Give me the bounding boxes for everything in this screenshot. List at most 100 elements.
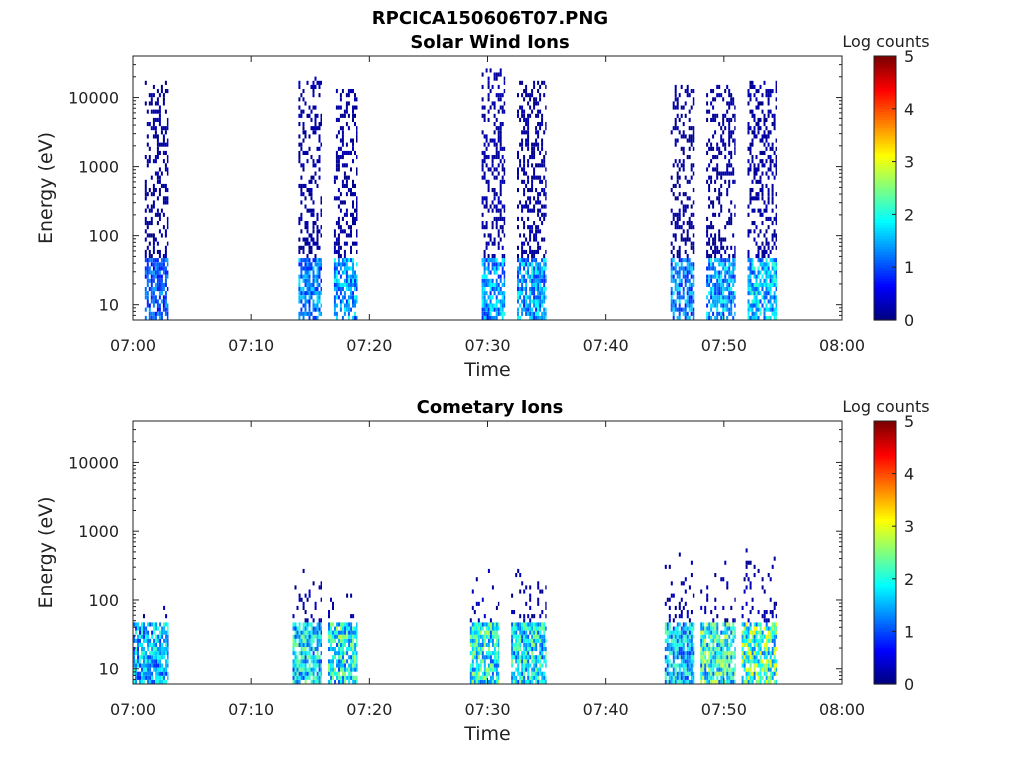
heatmap-cell [469, 675, 472, 680]
heatmap-cell [150, 93, 153, 98]
heatmap-cell [487, 109, 490, 114]
heatmap-cell [539, 216, 542, 221]
heatmap-cell [298, 295, 301, 300]
colorbar-segment [874, 612, 896, 617]
heatmap-cell [292, 679, 295, 684]
heatmap-cell [529, 626, 532, 631]
heatmap-cell [493, 167, 496, 172]
heatmap-cell [150, 315, 153, 320]
heatmap-cell [157, 655, 160, 660]
heatmap-cell [763, 671, 766, 676]
heatmap-cell [684, 101, 687, 106]
heatmap-cell [146, 262, 149, 267]
heatmap-cell [734, 278, 736, 283]
heatmap-cell [537, 299, 540, 304]
heatmap-cell [728, 126, 731, 131]
heatmap-cell [545, 626, 547, 631]
heatmap-cell [312, 651, 315, 656]
heatmap-cell [336, 671, 338, 676]
heatmap-cell [316, 651, 319, 656]
heatmap-cell [493, 655, 496, 660]
heatmap-cell [537, 638, 540, 643]
heatmap-cell [149, 622, 152, 627]
heatmap-cell [519, 626, 522, 631]
heatmap-cell [533, 655, 536, 660]
heatmap-cell [716, 167, 719, 172]
heatmap-cell [356, 262, 358, 267]
heatmap-cell [342, 675, 344, 680]
colorbar-segment [874, 499, 896, 504]
heatmap-cell [763, 113, 766, 118]
heatmap-cell [320, 117, 322, 122]
heatmap-cell [521, 216, 524, 221]
heatmap-cell [320, 581, 322, 586]
heatmap-cell [163, 626, 166, 631]
heatmap-cell [318, 126, 321, 131]
heatmap-cell [487, 266, 490, 271]
heatmap-cell [152, 295, 155, 300]
heatmap-cell [676, 315, 679, 320]
heatmap-cell [743, 577, 746, 582]
heatmap-cell [773, 556, 776, 561]
colorbar-segment [874, 224, 896, 229]
heatmap-cell [521, 634, 524, 639]
heatmap-cell [146, 134, 149, 139]
heatmap-cell [767, 245, 770, 250]
heatmap-cell [678, 299, 681, 304]
heatmap-cell [668, 630, 671, 635]
heatmap-cell [688, 216, 691, 221]
heatmap-cell [348, 647, 351, 652]
heatmap-cell [767, 626, 770, 631]
heatmap-cell [747, 655, 750, 660]
colorbar-segment [874, 649, 896, 654]
heatmap-cell [690, 241, 693, 246]
heatmap-cell [757, 270, 760, 275]
heatmap-cell [483, 196, 486, 201]
heatmap-cell [771, 311, 774, 316]
heatmap-cell [716, 675, 719, 680]
heatmap-cell [316, 80, 319, 85]
heatmap-cell [527, 138, 530, 143]
heatmap-cell [745, 642, 748, 647]
heatmap-cell [716, 299, 719, 304]
heatmap-cell [686, 299, 689, 304]
heatmap-cell [686, 671, 689, 676]
heatmap-cell [755, 122, 758, 127]
heatmap-cell [718, 122, 721, 127]
heatmap-cell [495, 605, 498, 610]
heatmap-cell [156, 303, 159, 308]
heatmap-cell [682, 630, 685, 635]
heatmap-cell [521, 581, 524, 586]
heatmap-cell [531, 307, 534, 312]
heatmap-cell [767, 113, 770, 118]
heatmap-cell [541, 113, 544, 118]
heatmap-cell [475, 659, 478, 664]
heatmap-cell [730, 150, 733, 155]
heatmap-cell [156, 171, 159, 176]
heatmap-cell [146, 233, 149, 238]
heatmap-cell [676, 113, 679, 118]
heatmap-cell [328, 679, 330, 684]
heatmap-cell [724, 237, 727, 242]
heatmap-cell [155, 651, 158, 656]
heatmap-cell [300, 188, 303, 193]
heatmap-cell [300, 212, 303, 217]
heatmap-cell [163, 651, 166, 656]
heatmap-cell [541, 651, 544, 656]
heatmap-cell [720, 278, 723, 283]
heatmap-cell [730, 163, 733, 168]
colorbar-segment [874, 214, 896, 218]
heatmap-cell [154, 282, 157, 287]
heatmap-cell [714, 270, 717, 275]
heatmap-cell [769, 655, 772, 660]
heatmap-cell [765, 610, 768, 615]
heatmap-cell [535, 671, 538, 676]
heatmap-cell [767, 630, 770, 635]
heatmap-cell [493, 642, 496, 647]
heatmap-cell [730, 299, 733, 304]
heatmap-cell [726, 655, 729, 660]
heatmap-cell [763, 634, 766, 639]
heatmap-cell [493, 315, 496, 320]
heatmap-cell [678, 605, 681, 610]
heatmap-cell [499, 287, 502, 292]
